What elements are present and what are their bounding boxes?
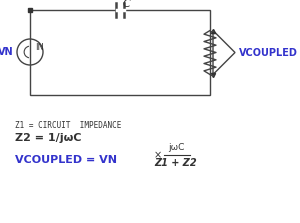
Text: jωC: jωC — [168, 143, 184, 153]
Text: VCOUPLED = VN: VCOUPLED = VN — [15, 155, 117, 165]
Text: ×: × — [154, 151, 162, 161]
Text: Z1 + Z2: Z1 + Z2 — [155, 158, 197, 168]
Text: C: C — [122, 0, 130, 9]
Text: Z1 = CIRCUIT  IMPEDANCE: Z1 = CIRCUIT IMPEDANCE — [15, 120, 122, 130]
Text: Z2 = 1/jωC: Z2 = 1/jωC — [15, 133, 82, 143]
Text: IN: IN — [35, 43, 44, 52]
Bar — [30, 10, 210, 95]
Text: VN: VN — [0, 47, 14, 57]
Text: VCOUPLED: VCOUPLED — [239, 47, 298, 58]
